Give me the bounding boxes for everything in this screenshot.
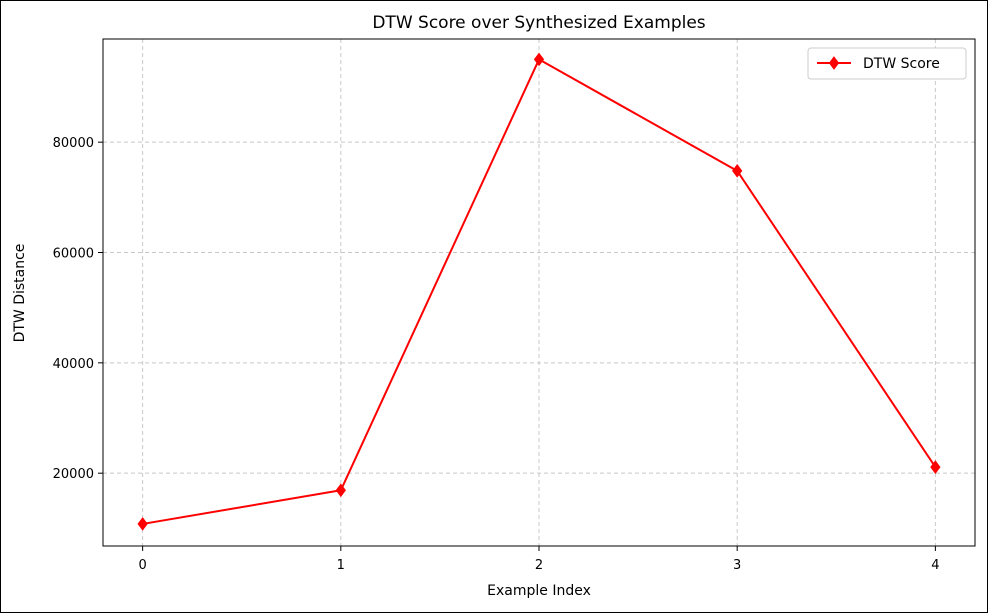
data-point-2 [533, 52, 545, 67]
x-tick-label-3: 3 [733, 558, 741, 573]
legend-diamond-marker [828, 56, 840, 70]
legend: DTW Score [807, 47, 967, 80]
data-point-1 [335, 483, 346, 498]
legend-entry-dtw-score: DTW Score [863, 56, 940, 72]
y-tick-label-3: 80000 [53, 136, 94, 151]
y-axis-ticks: 20000 40000 60000 80000 [53, 136, 103, 482]
y-axis-label: DTW Distance [12, 244, 28, 343]
data-point-3 [732, 164, 743, 178]
x-axis-ticks: 0 1 2 3 4 [138, 546, 940, 573]
y-tick-label-1: 40000 [53, 357, 94, 372]
data-point-4 [930, 460, 941, 474]
x-tick-label-4: 4 [931, 558, 939, 573]
y-tick-label-2: 60000 [53, 247, 94, 262]
chart-title: DTW Score over Synthesized Examples [372, 13, 705, 33]
x-tick-label-1: 1 [337, 558, 345, 573]
data-point-0 [137, 517, 148, 531]
y-tick-label-0: 20000 [53, 467, 94, 482]
series-layer [137, 52, 941, 531]
legend-box [807, 47, 967, 80]
x-axis-label: Example Index [487, 583, 591, 599]
x-tick-label-2: 2 [535, 558, 543, 573]
grid-lines [103, 39, 975, 546]
x-tick-label-0: 0 [138, 558, 146, 573]
